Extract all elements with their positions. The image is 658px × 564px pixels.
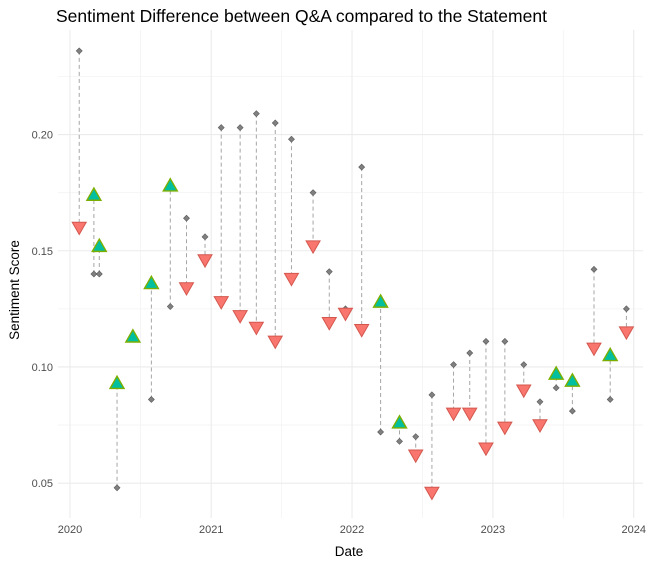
chart-title: Sentiment Difference between Q&A compare… — [56, 6, 547, 26]
qa-point-up — [391, 414, 408, 429]
x-axis-title: Date — [335, 544, 364, 559]
statement-point — [90, 270, 98, 278]
statement-point — [288, 135, 295, 143]
statement-point — [217, 124, 225, 132]
statement-point — [482, 337, 490, 345]
qa-point-up — [91, 237, 108, 253]
x-tick-label: 2020 — [58, 524, 82, 536]
qa-point-up — [564, 372, 581, 387]
statement-point — [552, 384, 560, 392]
statement-point — [147, 396, 155, 403]
statement-point — [325, 268, 333, 276]
statement-points — [75, 47, 630, 492]
qa-point-down — [197, 254, 213, 269]
qa-point-down — [337, 307, 354, 322]
statement-point — [236, 124, 244, 132]
statement-point — [622, 305, 630, 313]
statement-point — [590, 265, 598, 273]
qa-point-down — [586, 342, 602, 357]
statement-point — [252, 110, 260, 118]
qa-point-up — [85, 186, 103, 201]
statement-point — [466, 349, 474, 357]
statement-point — [428, 391, 436, 399]
connectors — [78, 50, 627, 493]
x-tick-label: 2022 — [340, 524, 364, 536]
qa-point-down — [618, 326, 635, 341]
qa-point-up — [108, 374, 126, 390]
y-axis-title: Sentiment Score — [7, 240, 22, 340]
qa-point-down — [496, 421, 513, 436]
qa-point-up — [143, 274, 160, 290]
qa-point-up — [372, 293, 389, 308]
statement-point — [606, 396, 614, 403]
qa-point-down — [515, 384, 532, 399]
statement-point — [95, 270, 103, 278]
statement-point — [501, 337, 509, 345]
statement-point — [271, 119, 279, 127]
qa-point-down — [445, 407, 462, 422]
y-tick-label: 0.05 — [32, 478, 53, 490]
x-tick-label: 2021 — [199, 524, 223, 536]
y-tick-label: 0.20 — [32, 130, 53, 142]
qa-point-down — [248, 321, 265, 336]
statement-point — [75, 47, 83, 55]
statement-point — [450, 361, 457, 369]
x-axis-ticks: 2020 2021 2022 2023 2024 — [58, 524, 646, 536]
y-axis-ticks: 0.05 0.10 0.15 0.20 — [32, 130, 53, 491]
y-tick-label: 0.10 — [32, 362, 53, 374]
qa-point-up — [162, 177, 179, 192]
qa-point-down — [71, 221, 88, 236]
qa-point-down — [407, 449, 424, 464]
statement-point — [396, 437, 403, 445]
statement-point — [536, 398, 544, 406]
qa-point-down — [178, 282, 195, 296]
qa-point-down — [424, 486, 440, 501]
qa-point-down — [321, 317, 338, 331]
statement-point — [201, 233, 209, 241]
qa-point-down — [353, 324, 370, 338]
y-tick-label: 0.15 — [32, 246, 53, 258]
statement-point — [358, 163, 366, 171]
qa-points — [71, 177, 635, 501]
statement-point — [568, 407, 576, 415]
qa-point-down — [267, 335, 284, 350]
qa-point-up — [601, 346, 619, 362]
qa-point-down — [305, 240, 321, 255]
grid-major — [58, 30, 643, 518]
statement-point — [309, 189, 317, 197]
statement-point — [412, 433, 420, 441]
x-tick-label: 2024 — [621, 524, 645, 536]
qa-point-down — [461, 407, 478, 422]
qa-point-down — [232, 310, 248, 324]
statement-point — [520, 361, 528, 369]
statement-point — [113, 484, 121, 492]
qa-point-down — [478, 442, 494, 457]
qa-point-up — [547, 365, 565, 380]
statement-point — [183, 214, 190, 222]
statement-point — [377, 428, 385, 436]
qa-point-down — [213, 296, 230, 310]
x-tick-label: 2023 — [481, 524, 505, 536]
qa-point-up — [124, 328, 142, 343]
statement-point — [166, 303, 174, 310]
qa-point-down — [283, 272, 300, 287]
grid-minor — [58, 30, 643, 518]
qa-point-down — [532, 419, 548, 434]
